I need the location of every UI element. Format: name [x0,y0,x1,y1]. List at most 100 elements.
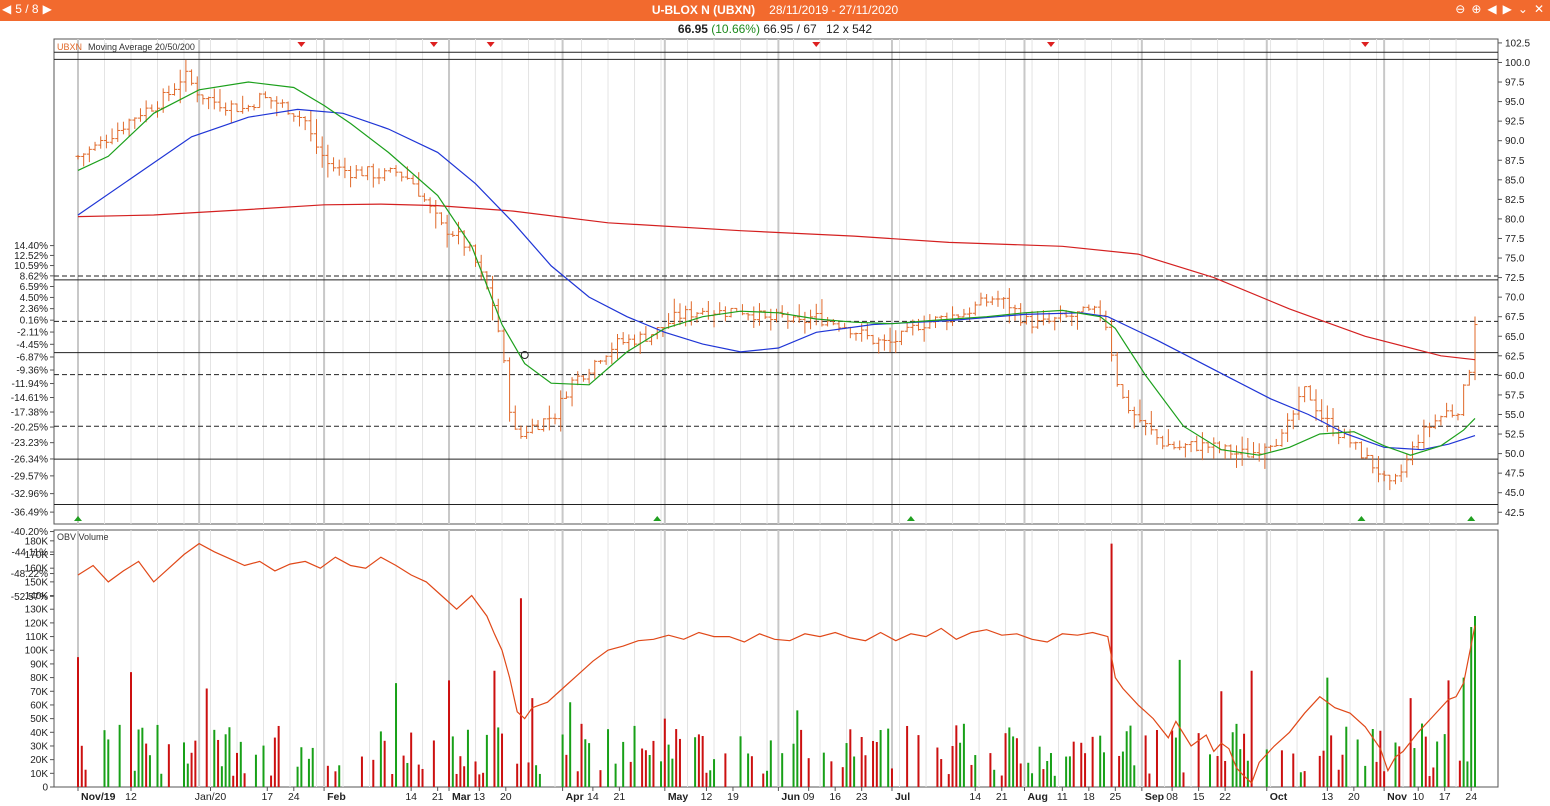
date-tick-label: Oct [1270,791,1288,803]
right-tick-label: 45.0 [1505,488,1525,499]
left-tick-label: 12.52% [14,251,48,262]
date-tick-label: 08 [1166,791,1178,803]
chart-position: 5 / 8 [15,2,39,16]
sell-signal-marker [1361,42,1370,47]
volume-tick-label: 100K [25,646,49,657]
volume-tick-label: 30K [30,741,48,752]
right-tick-label: 82.5 [1505,195,1525,206]
right-tick-label: 42.5 [1505,508,1525,519]
left-tick-label: -48.22% [11,569,48,580]
scroll-right-icon[interactable]: ▶ [1502,2,1512,16]
window-title: U-BLOX N (UBXN) 28/11/2019 - 27/11/2020 [0,3,1550,17]
volume-tick-label: 180K [25,536,49,547]
dropdown-icon[interactable]: ⌄ [1517,2,1528,16]
volume-tick-label: 70K [30,687,48,698]
prev-chart-button[interactable]: ◀ [2,2,12,16]
date-axis: Nov/19 12 Jan/20 17 24 Feb 14 21 Mar 13 20 Apr 14 21 M… [77,787,1477,803]
right-tick-label: 97.5 [1505,78,1525,89]
right-tick-label: 67.5 [1505,312,1525,323]
left-tick-label: -32.96% [11,489,48,500]
volume-tick-label: 60K [30,700,48,711]
obv-line [77,542,1476,784]
next-chart-button[interactable]: ▶ [42,2,52,16]
ma50-line [77,108,1476,451]
date-tick-label: 17 [1439,791,1451,803]
date-tick-label: 21 [614,791,626,803]
date-tick-label: 20 [1348,791,1360,803]
volume-tick-label: 40K [30,728,48,739]
date-tick-label: 12 [125,791,137,803]
chart-canvas[interactable]: 14.40%12.52%10.59%8.62%6.59%4.50%2.36%0.… [0,38,1550,806]
reference-lines [54,51,1498,505]
date-tick-label: 21 [432,791,444,803]
right-tick-label: 47.5 [1505,469,1525,480]
signal-markers [74,42,1476,521]
scroll-left-icon[interactable]: ◀ [1487,2,1497,16]
left-tick-label: 2.36% [20,304,48,315]
left-tick-label: -26.34% [11,454,48,465]
left-tick-label: 14.40% [14,241,48,252]
left-tick-label: 4.50% [20,293,48,304]
zoom-out-icon[interactable]: ⊖ [1455,2,1466,16]
left-tick-label: -11.94% [11,379,48,390]
close-icon[interactable]: ✕ [1533,2,1544,16]
left-tick-label: 6.59% [20,282,48,293]
right-tick-label: 62.5 [1505,351,1525,362]
price-change: (10.66%) [711,22,760,36]
left-tick-label: -52.57% [11,592,48,603]
volume-plot-frame [53,529,1499,788]
price-panel-title: UBXN [57,42,82,52]
right-tick-label: 72.5 [1505,273,1525,284]
volume-panel: 180K 170K 160K 150K 140K 130K 120K 110K 100K 90K 8… [25,529,1499,794]
left-tick-label: -36.49% [11,508,48,519]
date-tick-label: Jan/20 [195,791,227,803]
date-tick-label: 20 [500,791,512,803]
date-tick-label: 24 [1465,791,1477,803]
right-tick-label: 50.0 [1505,449,1525,460]
left-tick-label: -17.38% [11,408,48,419]
volume-panel-title: OBV Volume [57,532,109,542]
date-tick-label: 14 [405,791,417,803]
left-tick-label: -9.36% [16,366,48,377]
buy-signal-marker [74,516,82,521]
price-plot-frame [53,38,1499,525]
ma200-line [77,203,1476,361]
price-panel-subtitle: Moving Average 20/50/200 [88,42,195,52]
volume-axis: 180K 170K 160K 150K 140K 130K 120K 110K 100K 90K 8… [25,536,54,794]
date-tick-label: 24 [288,791,300,803]
volume-tick-label: 0 [42,783,48,794]
date-tick-label: 12 [701,791,713,803]
volume-tick-label: 170K [25,550,49,561]
volume-tick-label: 90K [30,659,48,670]
date-range: 28/11/2019 - 27/11/2020 [769,3,899,17]
date-tick-label: 14 [587,791,599,803]
ma20-line [77,81,1476,456]
left-tick-label: -2.11% [17,328,48,339]
window-controls: ⊖ ⊕ ◀ ▶ ⌄ ✕ [1449,2,1544,16]
right-tick-label: 70.0 [1505,293,1525,304]
left-tick-label: 8.62% [20,271,48,282]
right-tick-label: 92.5 [1505,117,1525,128]
left-tick-label: 0.16% [20,316,48,327]
date-tick-label: 16 [829,791,841,803]
date-tick-label: Nov/19 [81,791,116,803]
right-tick-label: 65.0 [1505,332,1525,343]
chart-pager: ◀ 5 / 8 ▶ [2,2,56,16]
left-tick-label: -4.45% [16,340,48,351]
left-tick-label: 10.59% [14,261,48,272]
right-tick-label: 57.5 [1505,390,1525,401]
zoom-in-icon[interactable]: ⊕ [1471,2,1482,16]
right-tick-label: 55.0 [1505,410,1525,421]
right-price-axis: 102.5 100.0 97.5 95.0 92.5 90.0 87.5 85.0 82.5 80… [1498,38,1530,519]
volume-tick-label: 10K [30,769,48,780]
sell-signal-marker [486,42,495,47]
size-info: 12 x 542 [826,22,873,36]
right-tick-label: 52.5 [1505,430,1525,441]
sell-signal-marker [1046,42,1055,47]
right-tick-label: 95.0 [1505,97,1525,108]
date-tick-label: Jun [781,791,800,803]
left-tick-label: -23.23% [11,438,48,449]
title-bar: ◀ 5 / 8 ▶ U-BLOX N (UBXN) 28/11/2019 - 27/1… [0,0,1550,21]
instrument-name: U-BLOX N (UBXN) [651,3,756,17]
date-tick-label: Sep [1145,791,1164,803]
